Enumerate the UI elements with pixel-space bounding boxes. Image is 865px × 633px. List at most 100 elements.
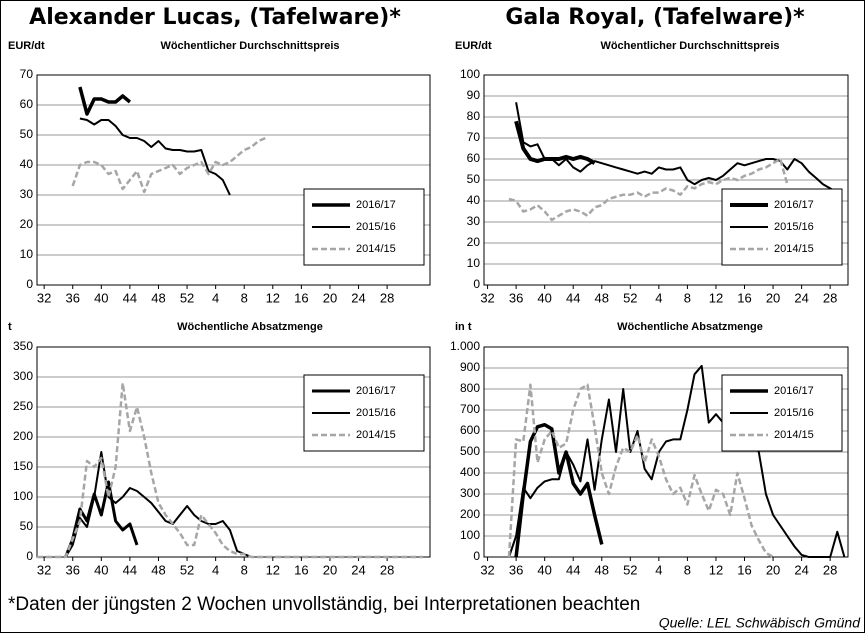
y-tick-label: 0 [26,277,33,291]
y-tick-label: 10 [20,247,34,261]
footnote: *Daten der jüngsten 2 Wochen unvollständ… [8,594,640,615]
x-tick-label: 12 [266,290,280,305]
y-tick-label: 600 [460,423,480,437]
y-axis-label: EUR/dt [455,40,492,52]
x-tick-label: 44 [123,290,137,305]
x-tick-label: 48 [151,290,165,305]
x-tick-label: 8 [684,290,691,305]
x-tick-label: 36 [65,290,79,305]
x-tick-label: 52 [180,562,194,577]
x-tick-label: 4 [212,562,219,577]
x-tick-label: 52 [180,290,194,305]
plot-border [483,74,849,286]
legend-label: 2015/16 [356,407,396,419]
legend-label: 2014/15 [356,429,396,441]
y-tick-label: 60 [20,97,34,111]
x-tick-label: 40 [94,290,108,305]
chart-title: Alexander Lucas, (Tafelware)* [29,5,401,30]
chart-subtitle: Wöchentliche Absatzmenge [177,321,323,333]
x-tick-label: 4 [655,290,662,305]
y-axis-label: t [8,321,12,333]
x-tick-label: 12 [709,562,723,577]
y-tick-label: 200 [13,429,33,443]
x-tick-label: 48 [151,562,165,577]
y-tick-label: 0 [473,549,480,563]
y-tick-label: 400 [460,465,480,479]
y-tick-label: 100 [13,489,33,503]
x-tick-label: 36 [65,562,79,577]
y-tick-label: 80 [467,109,481,123]
y-tick-label: 700 [460,402,480,416]
legend-label: 2015/16 [774,221,814,233]
x-tick-label: 16 [294,562,308,577]
y-tick-label: 500 [460,444,480,458]
x-tick-label: 4 [212,290,219,305]
x-tick-label: 32 [37,290,51,305]
x-tick-label: 20 [323,562,337,577]
x-tick-label: 16 [294,290,308,305]
x-tick-label: 36 [509,562,523,577]
legend-label: 2015/16 [774,407,814,419]
x-tick-label: 24 [794,562,808,577]
y-tick-label: 90 [467,88,481,102]
series-line [515,102,838,194]
y-tick-label: 20 [467,235,481,249]
x-tick-label: 20 [766,290,780,305]
x-tick-label: 40 [537,290,551,305]
source: Quelle: LEL Schwäbisch Gmünd [659,615,862,631]
x-tick-label: 12 [266,562,280,577]
legend-label: 2016/17 [774,199,814,211]
series-line [508,157,789,222]
y-tick-label: 300 [460,486,480,500]
x-tick-label: 24 [351,290,365,305]
x-tick-label: 44 [123,562,137,577]
x-tick-label: 12 [709,290,723,305]
x-tick-label: 24 [794,290,808,305]
y-tick-label: 150 [13,459,33,473]
chart-subtitle: Wöchentliche Absatzmenge [617,321,763,333]
y-tick-label: 30 [467,214,481,228]
legend-label: 2016/17 [774,385,814,397]
legend-label: 2014/15 [774,243,814,255]
x-tick-label: 52 [623,290,637,305]
plot-border [483,346,849,558]
x-tick-label: 28 [380,562,394,577]
x-tick-label: 20 [323,290,337,305]
x-tick-label: 8 [241,290,248,305]
series-line [78,86,132,116]
chart-subtitle: Wöchentlicher Durchschnittspreis [160,40,339,52]
x-tick-label: 28 [380,290,394,305]
x-tick-label: 20 [766,562,780,577]
y-axis-label: in t [455,321,472,333]
y-tick-label: 200 [460,507,480,521]
x-tick-label: 40 [94,562,108,577]
x-tick-label: 44 [566,290,580,305]
y-tick-label: 0 [26,549,33,563]
x-tick-label: 32 [480,562,494,577]
y-tick-label: 250 [13,399,33,413]
legend-label: 2014/15 [774,429,814,441]
series-line [79,117,231,196]
y-tick-label: 800 [460,381,480,395]
legend-label: 2016/17 [356,199,396,211]
x-tick-label: 32 [37,562,51,577]
plot-border [36,346,431,558]
chart-title: Gala Royal, (Tafelware)* [505,5,805,30]
x-tick-label: 40 [537,562,551,577]
series-line [514,422,604,558]
y-tick-label: 40 [467,193,481,207]
y-tick-label: 50 [20,127,34,141]
chart-subtitle: Wöchentlicher Durchschnittspreis [600,40,779,52]
x-tick-label: 16 [737,562,751,577]
legend-label: 2016/17 [356,385,396,397]
y-tick-label: 50 [20,519,34,533]
y-tick-label: 30 [20,187,34,201]
y-tick-label: 20 [20,217,34,231]
x-tick-label: 36 [509,290,523,305]
y-tick-label: 100 [460,528,480,542]
y-tick-label: 50 [467,172,481,186]
y-tick-label: 900 [460,360,480,374]
x-tick-label: 32 [480,290,494,305]
x-tick-label: 8 [241,562,248,577]
